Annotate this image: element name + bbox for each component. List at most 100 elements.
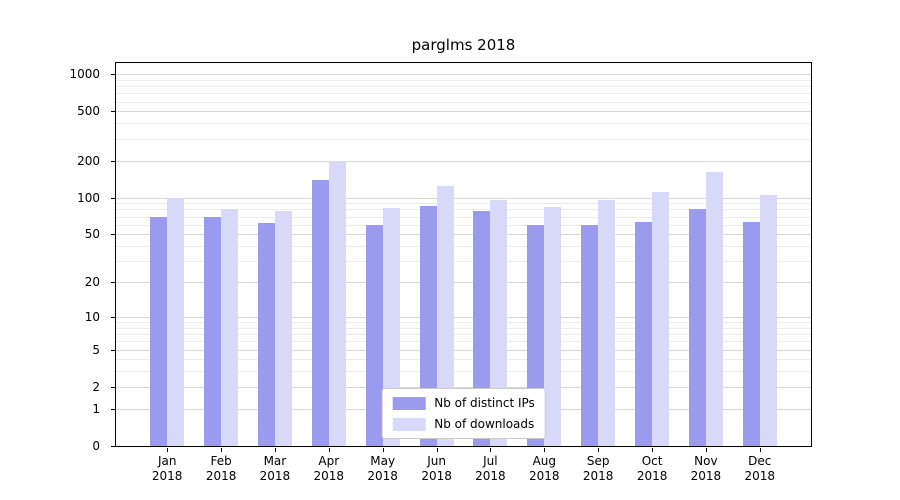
x-tick-label-year: 2018 <box>151 469 183 483</box>
bar-nb-of-distinct-ips <box>150 216 168 446</box>
bars-layer <box>116 63 811 446</box>
x-tick-label-year: 2018 <box>582 469 614 483</box>
legend-item-distinct-ips: Nb of distinct IPs <box>392 396 535 410</box>
y-minor-gridline <box>116 93 811 95</box>
x-tick-label-year: 2018 <box>690 469 722 483</box>
x-tick-mark <box>382 448 384 452</box>
x-tick-label-month: Aug <box>532 454 557 468</box>
y-major-gridline <box>116 160 811 162</box>
x-tick-mark <box>167 448 169 452</box>
x-tick-label: May 2018 <box>353 454 413 484</box>
y-tick-label: 100 <box>77 190 100 205</box>
x-tick-label-year: 2018 <box>636 469 668 483</box>
legend-swatch-downloads <box>392 417 426 431</box>
y-tick-label: 200 <box>77 153 100 168</box>
bar-nb-of-downloads <box>544 206 562 446</box>
bar-nb-of-distinct-ips <box>635 222 653 446</box>
y-minor-gridline <box>116 123 811 125</box>
y-tick-label: 2 <box>92 379 100 394</box>
x-tick-label-month: Sep <box>586 454 610 468</box>
y-tick-label: 5 <box>92 342 100 357</box>
x-tick-label-year: 2018 <box>259 469 291 483</box>
x-tick-mark <box>436 448 438 452</box>
y-minor-gridline <box>116 246 811 248</box>
y-tick-label: 500 <box>77 104 100 119</box>
bar-nb-of-downloads <box>167 197 185 446</box>
x-tick-mark <box>759 448 761 452</box>
y-minor-gridline <box>116 341 811 343</box>
x-tick-label: Jun 2018 <box>407 454 467 484</box>
x-tick-label-month: Jun <box>427 454 446 468</box>
bar-nb-of-distinct-ips <box>473 210 491 446</box>
x-tick-mark <box>652 448 654 452</box>
x-tick-mark <box>328 448 330 452</box>
y-minor-gridline <box>116 371 811 373</box>
y-minor-gridline <box>116 79 811 81</box>
x-tick-label-month: Feb <box>210 454 232 468</box>
x-tick-label: Jan 2018 <box>137 454 197 484</box>
x-tick-mark <box>221 448 223 452</box>
legend-item-downloads: Nb of downloads <box>392 417 535 431</box>
bar-nb-of-downloads <box>274 211 292 446</box>
y-tick-label: 20 <box>84 275 100 290</box>
y-minor-gridline <box>116 261 811 263</box>
x-tick-label-year: 2018 <box>205 469 237 483</box>
bar-nb-of-downloads <box>759 194 777 446</box>
bar-nb-of-distinct-ips <box>204 216 222 446</box>
legend: Nb of distinct IPs Nb of downloads <box>381 388 546 439</box>
x-tick-label-year: 2018 <box>475 469 506 483</box>
y-minor-gridline <box>116 322 811 323</box>
x-tick-label: Dec 2018 <box>730 454 790 484</box>
y-major-gridline <box>116 234 811 236</box>
x-tick-label: Apr 2018 <box>299 454 359 484</box>
bar-nb-of-distinct-ips <box>311 179 329 446</box>
y-minor-gridline <box>116 334 811 335</box>
y-minor-gridline <box>116 101 811 103</box>
legend-label-distinct-ips: Nb of distinct IPs <box>434 396 535 410</box>
y-minor-gridline <box>116 138 811 140</box>
x-tick-label-month: Mar <box>263 454 287 468</box>
chart-title: parglms 2018 <box>411 36 516 54</box>
y-tick-label: 1000 <box>69 67 100 81</box>
y-major-gridline <box>116 74 811 75</box>
x-tick-label-year: 2018 <box>313 469 345 483</box>
y-tick-label: 50 <box>84 227 100 242</box>
x-tick-label-year: 2018 <box>421 469 452 483</box>
bar-nb-of-distinct-ips <box>742 222 760 446</box>
y-minor-gridline <box>116 216 811 218</box>
y-tick-label: 1 <box>92 401 100 416</box>
bar-nb-of-downloads <box>705 172 723 446</box>
bar-nb-of-downloads <box>436 185 454 446</box>
y-major-gridline <box>116 111 811 113</box>
y-major-gridline <box>116 282 811 284</box>
bar-nb-of-downloads <box>490 200 508 446</box>
x-tick-label: Jul 2018 <box>460 454 520 484</box>
bar-nb-of-downloads <box>221 209 239 446</box>
x-tick-label-year: 2018 <box>529 469 560 483</box>
bar-nb-of-downloads <box>652 191 670 446</box>
y-major-gridline <box>116 316 811 318</box>
x-tick-label-month: May <box>370 454 396 468</box>
y-minor-gridline <box>116 224 811 226</box>
legend-label-downloads: Nb of downloads <box>434 417 535 431</box>
x-tick-mark <box>598 448 600 452</box>
x-tick-mark <box>705 448 707 452</box>
y-tick-label: 0 <box>92 439 100 453</box>
y-minor-gridline <box>116 86 811 87</box>
x-tick-label-month: Nov <box>694 454 718 468</box>
y-minor-gridline <box>116 203 811 205</box>
x-tick-mark <box>490 448 492 452</box>
y-minor-gridline <box>116 327 811 329</box>
x-tick-label: Feb 2018 <box>191 454 251 484</box>
x-tick-label: Mar 2018 <box>245 454 305 484</box>
y-major-gridline <box>116 197 811 199</box>
x-tick-mark <box>274 448 276 452</box>
x-tick-label: Aug 2018 <box>514 454 574 484</box>
bar-nb-of-distinct-ips <box>688 209 706 446</box>
x-tick-label-month: Dec <box>748 454 772 468</box>
bar-nb-of-downloads <box>598 200 616 446</box>
x-tick-mark <box>544 448 546 452</box>
legend-swatch-distinct-ips <box>392 396 426 410</box>
x-tick-label-year: 2018 <box>744 469 776 483</box>
y-tick-label: 10 <box>84 309 100 324</box>
